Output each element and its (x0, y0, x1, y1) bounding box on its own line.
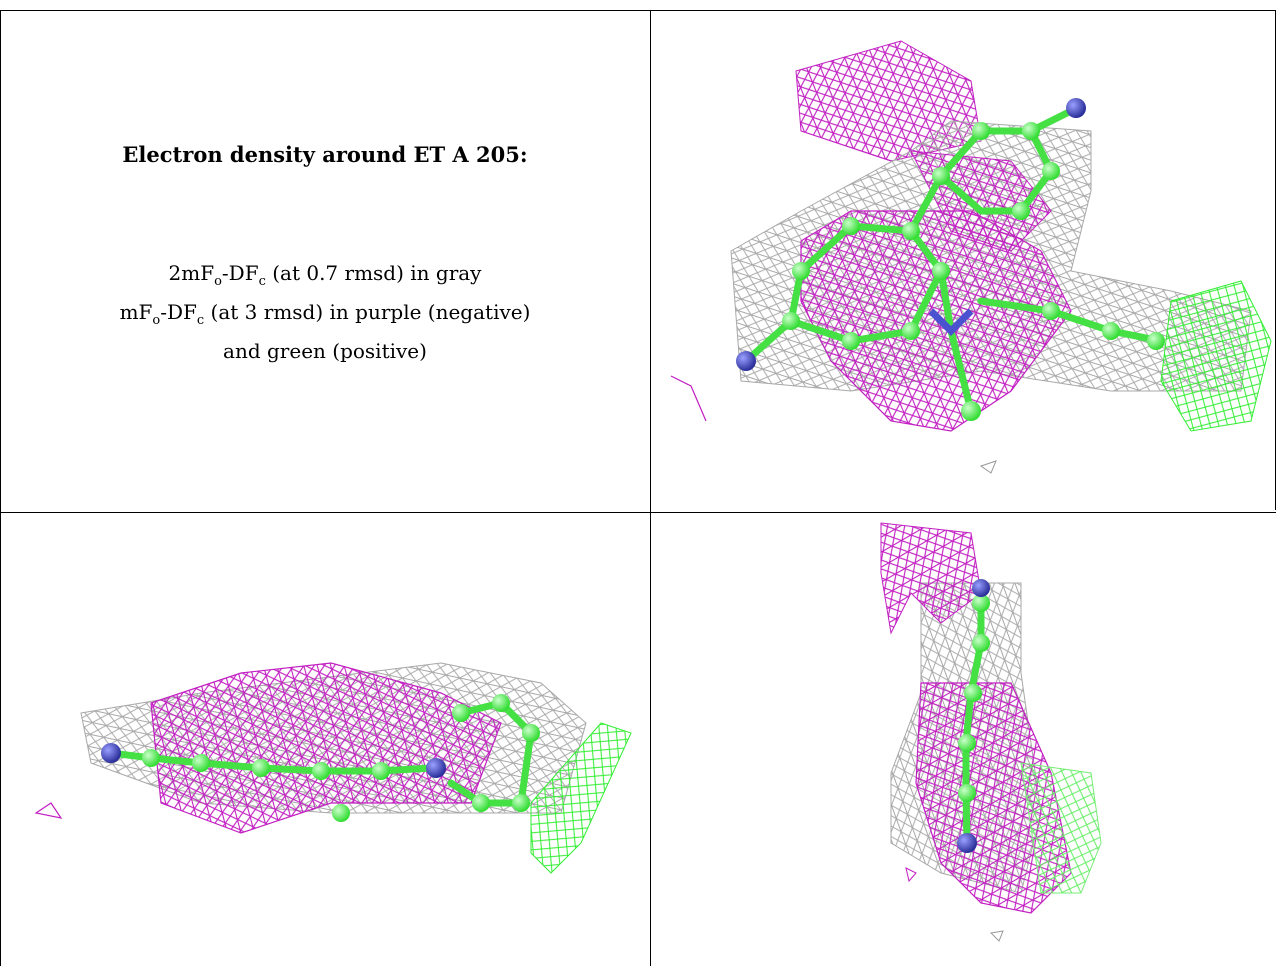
figure-title: Electron density around ET A 205: (122, 142, 528, 167)
table-border-top (0, 10, 1276, 11)
legend-text: -DF (221, 261, 259, 285)
legend-subscript: c (258, 274, 266, 289)
caption-cell: Electron density around ET A 205: 2mFo-D… (0, 10, 650, 512)
map-legend: 2mFo-DFc (at 0.7 rmsd) in gray mFo-DFc (… (0, 258, 650, 367)
density-mesh-image (34, 662, 632, 874)
legend-text: (at 0.7 rmsd) in gray (265, 261, 482, 285)
legend-text: -DF (160, 300, 197, 324)
legend-text: mF (119, 300, 153, 324)
legend-line-purple: mFo-DFc (at 3 rmsd) in purple (negative) (0, 297, 650, 336)
table-divider-horizontal (0, 512, 1276, 513)
legend-line-gray: 2mFo-DFc (at 0.7 rmsd) in gray (0, 258, 650, 297)
legend-text: 2mF (168, 261, 215, 285)
density-view-bottom-right (651, 513, 1275, 966)
legend-text: (at 3 rmsd) in purple (negative) (204, 300, 531, 324)
density-view-top-right (651, 11, 1275, 511)
legend-subscript: o (152, 313, 161, 328)
legend-subscript: c (196, 313, 205, 328)
density-mesh-image (670, 40, 1272, 474)
density-view-bottom-left (1, 513, 650, 966)
density-mesh-image (880, 522, 1102, 942)
legend-subscript: o (214, 274, 222, 289)
legend-line-green: and green (positive) (223, 339, 427, 363)
table-border-left (0, 10, 1, 966)
table-divider-vertical (650, 10, 651, 966)
